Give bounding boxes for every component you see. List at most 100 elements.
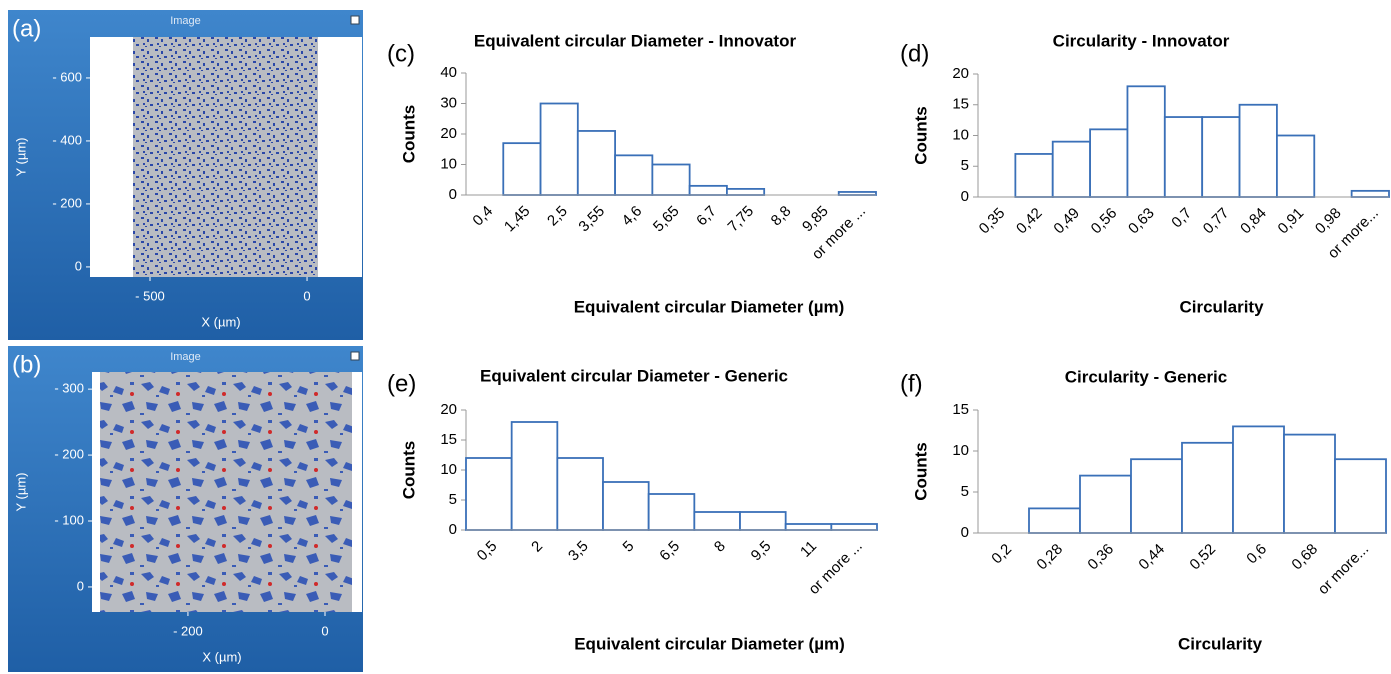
y-tick-label: - 200 <box>52 195 82 210</box>
x-tick-label: 8,8 <box>768 203 795 230</box>
x-tick-label: 0,77 <box>1200 205 1233 238</box>
bar <box>693 511 741 531</box>
x-tick-label: 0,63 <box>1125 205 1158 238</box>
y-tick-label: - 100 <box>54 512 84 527</box>
x-tick-label: 8 <box>711 538 729 556</box>
micrograph <box>133 37 318 277</box>
x-tick-label: 0,2 <box>988 541 1015 568</box>
bar <box>830 523 878 531</box>
x-tick-label: 0,49 <box>1050 205 1083 238</box>
x-tick-label: - 500 <box>135 288 165 303</box>
bar <box>510 421 559 531</box>
x-tick-label: 6,7 <box>693 203 720 230</box>
y-tick-label: - 600 <box>52 69 82 84</box>
bar <box>1350 189 1390 198</box>
x-tick-label: 5,65 <box>650 203 683 236</box>
x-axis-label: Equivalent circular Diameter (µm) <box>574 634 845 653</box>
y-tick-label: - 300 <box>54 381 84 396</box>
bar <box>651 163 691 196</box>
x-tick-label: 3,5 <box>565 538 592 565</box>
chart-title: Circularity - Generic <box>1065 367 1228 386</box>
bar <box>1051 140 1091 198</box>
x-tick-label: 0,98 <box>1312 205 1345 238</box>
x-tick-label: 0,6 <box>1243 541 1270 568</box>
x-tick-label: 0,36 <box>1084 541 1117 574</box>
x-tick-label: - 200 <box>173 623 203 638</box>
bar <box>602 481 650 531</box>
x-tick-label: 0 <box>303 288 310 303</box>
y-tick-label: 10 <box>952 126 969 143</box>
bar <box>1130 458 1183 534</box>
y-tick-label: 15 <box>952 96 969 113</box>
bar <box>1238 103 1278 198</box>
micrograph <box>100 372 352 612</box>
y-tick-label: 0 <box>75 258 82 273</box>
y-tick-label: 0 <box>961 188 969 205</box>
bar <box>556 457 604 531</box>
y-tick-label: 10 <box>440 155 457 172</box>
x-axis-label: Circularity <box>1179 297 1264 316</box>
x-tick-label: 2 <box>528 538 546 556</box>
bar <box>539 102 579 196</box>
y-axis-label: Counts <box>399 105 418 164</box>
x-tick-label: 0,44 <box>1135 541 1168 574</box>
bar <box>502 142 542 196</box>
x-tick-label: 4,6 <box>619 203 646 230</box>
bar <box>647 493 696 531</box>
x-tick-label: 0,35 <box>976 205 1009 238</box>
bar <box>1126 85 1166 198</box>
panel-title: Image <box>170 15 201 27</box>
x-tick-label: 5 <box>620 538 638 556</box>
y-tick-label: 10 <box>952 442 969 459</box>
y-tick-label: 0 <box>449 521 457 538</box>
y-tick-label: 15 <box>440 431 457 448</box>
x-axis-label: Circularity <box>1178 634 1263 653</box>
x-tick-label: 1,45 <box>501 203 534 236</box>
x-tick-label: 2,5 <box>544 203 571 230</box>
x-tick-label: 0,7 <box>1168 205 1195 232</box>
panel-label: (a) <box>12 15 41 42</box>
x-tick-label: 9,85 <box>799 203 832 236</box>
x-tick-label: 0,56 <box>1088 205 1121 238</box>
x-tick-label: 0,42 <box>1013 205 1046 238</box>
bar <box>1232 425 1285 534</box>
y-tick-label: - 400 <box>52 132 82 147</box>
chart-title: Circularity - Innovator <box>1053 31 1230 50</box>
y-tick-label: 5 <box>961 483 969 500</box>
bar <box>1079 474 1132 534</box>
x-axis-label: X (µm) <box>201 314 240 329</box>
panel-label: (c) <box>387 40 415 67</box>
x-tick-label: 0,28 <box>1033 541 1066 574</box>
chart-title: Equivalent circular Diameter - Generic <box>480 366 788 385</box>
y-tick-label: 30 <box>440 94 457 111</box>
y-tick-label: 5 <box>449 491 457 508</box>
panel-label: (b) <box>12 351 41 378</box>
x-tick-label: 0,68 <box>1288 541 1321 574</box>
y-axis-label: Y (µm) <box>13 137 28 176</box>
panel-title: Image <box>170 351 201 363</box>
panel-label: (d) <box>900 40 929 67</box>
bar <box>614 154 654 196</box>
minimize-icon <box>350 15 360 25</box>
x-tick-label: 0,52 <box>1186 541 1219 574</box>
bar <box>1089 128 1129 198</box>
chart-title: Equivalent circular Diameter - Innovator <box>474 31 797 50</box>
x-tick-label: 3,55 <box>575 203 608 236</box>
y-tick-label: 40 <box>440 64 457 81</box>
y-axis-label: Counts <box>399 441 418 500</box>
bar <box>739 511 787 531</box>
y-tick-label: 0 <box>449 186 457 203</box>
y-tick-label: - 200 <box>54 447 84 462</box>
y-tick-label: 0 <box>77 578 84 593</box>
y-tick-label: 20 <box>440 125 457 142</box>
panel-label: (f) <box>900 370 923 397</box>
bar <box>1283 433 1336 534</box>
bar <box>1014 153 1054 198</box>
bar <box>1334 458 1387 534</box>
y-tick-label: 15 <box>952 401 969 418</box>
bar <box>1276 134 1316 198</box>
bar <box>1028 507 1081 534</box>
x-tick-label: 11 <box>797 538 820 561</box>
x-tick-label: 0,91 <box>1275 205 1308 238</box>
x-tick-label: or more... <box>1315 541 1372 598</box>
